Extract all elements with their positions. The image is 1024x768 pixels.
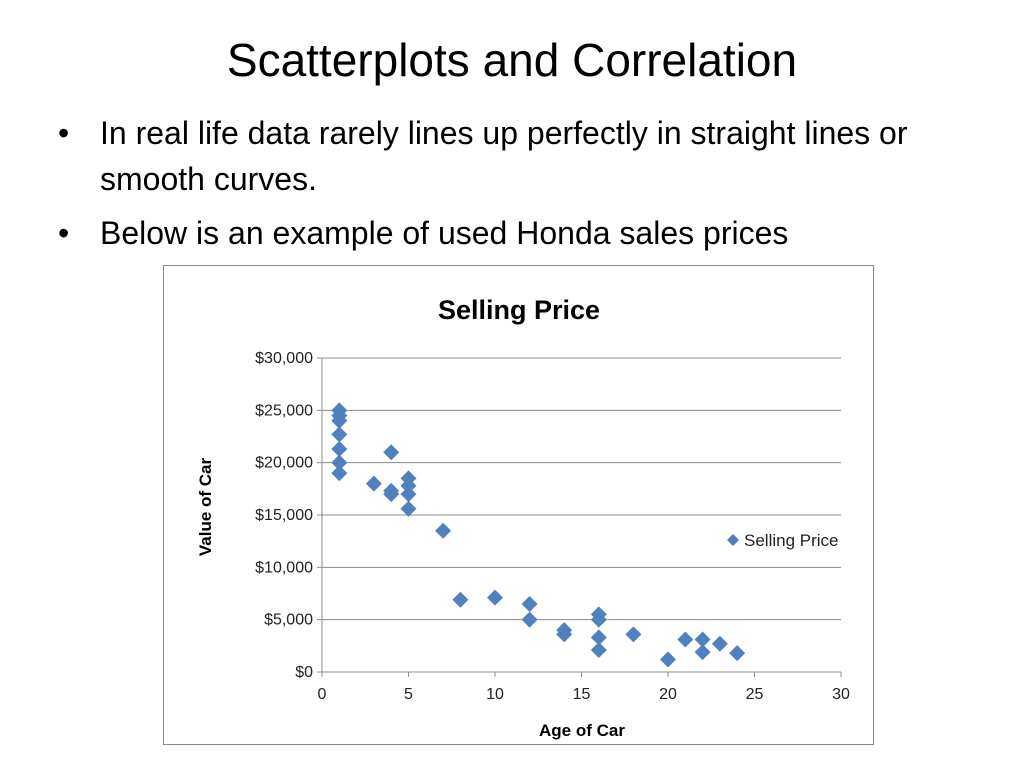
data-points — [331, 402, 746, 668]
data-point — [365, 475, 382, 492]
y-tick-label: $30,000 — [255, 350, 313, 367]
data-point — [521, 595, 538, 612]
data-point — [400, 486, 417, 503]
chart-title: Selling Price — [438, 295, 600, 325]
y-tick-label: $0 — [295, 664, 313, 681]
chart-canvas: Selling Price $0 $5,000 $10,000 $15,000 $20,… — [196, 295, 850, 740]
data-point — [452, 591, 469, 608]
data-point — [331, 426, 348, 443]
bullet-text: Below is an example of used Honda sales … — [100, 215, 789, 251]
data-point — [729, 645, 746, 662]
y-axis-title: Value of Car — [196, 457, 215, 556]
data-point — [521, 611, 538, 628]
x-tick-label: 30 — [832, 686, 850, 703]
scatter-chart: Selling Price $0 $5,000 $10,000 $15,000 $20,… — [163, 265, 874, 745]
data-point — [694, 644, 711, 661]
data-point — [331, 454, 348, 471]
y-tick-label: $25,000 — [255, 402, 313, 419]
bullet-dot: • — [58, 115, 70, 151]
data-point — [400, 477, 417, 494]
legend: Selling Price — [727, 531, 839, 550]
x-tick-label: 10 — [486, 686, 504, 703]
x-tick-label: 20 — [659, 686, 677, 703]
data-point — [331, 465, 348, 482]
data-point — [383, 486, 400, 503]
data-point — [590, 629, 607, 646]
data-point — [711, 635, 728, 652]
bullet-text: In real life data rarely lines up perfec… — [100, 115, 908, 197]
data-point — [590, 642, 607, 659]
data-point — [677, 631, 694, 648]
axes: $0 $5,000 $10,000 $15,000 $20,000 $25,000 $30,… — [255, 350, 850, 703]
data-point — [660, 651, 676, 668]
data-point — [331, 441, 348, 458]
x-tick-label: 15 — [573, 686, 591, 703]
y-tick-label: $10,000 — [255, 559, 313, 576]
data-point — [487, 589, 503, 606]
data-point — [400, 500, 417, 517]
bullet-item: • Below is an example of used Honda sale… — [58, 210, 958, 256]
data-point — [590, 611, 607, 628]
data-point — [331, 412, 348, 429]
data-point — [556, 626, 573, 643]
y-tick-label: $15,000 — [255, 507, 313, 524]
legend-label: Selling Price — [744, 531, 839, 550]
bullet-list: • In real life data rarely lines up perf… — [58, 110, 958, 264]
bullet-item: • In real life data rarely lines up perf… — [58, 110, 958, 202]
x-tick-label: 25 — [746, 686, 764, 703]
data-point — [435, 522, 452, 539]
x-tick-label: 5 — [404, 686, 413, 703]
x-axis-title: Age of Car — [539, 721, 625, 740]
y-tick-label: $5,000 — [264, 612, 313, 629]
data-point — [383, 444, 400, 461]
x-tick-label: 0 — [318, 686, 327, 703]
slide-title: Scatterplots and Correlation — [226, 34, 798, 86]
data-point — [625, 626, 642, 643]
data-point — [694, 631, 711, 648]
bullet-dot: • — [58, 215, 70, 251]
legend-marker-icon — [727, 534, 739, 546]
y-tick-label: $20,000 — [255, 455, 313, 472]
grid-lines — [322, 357, 841, 621]
